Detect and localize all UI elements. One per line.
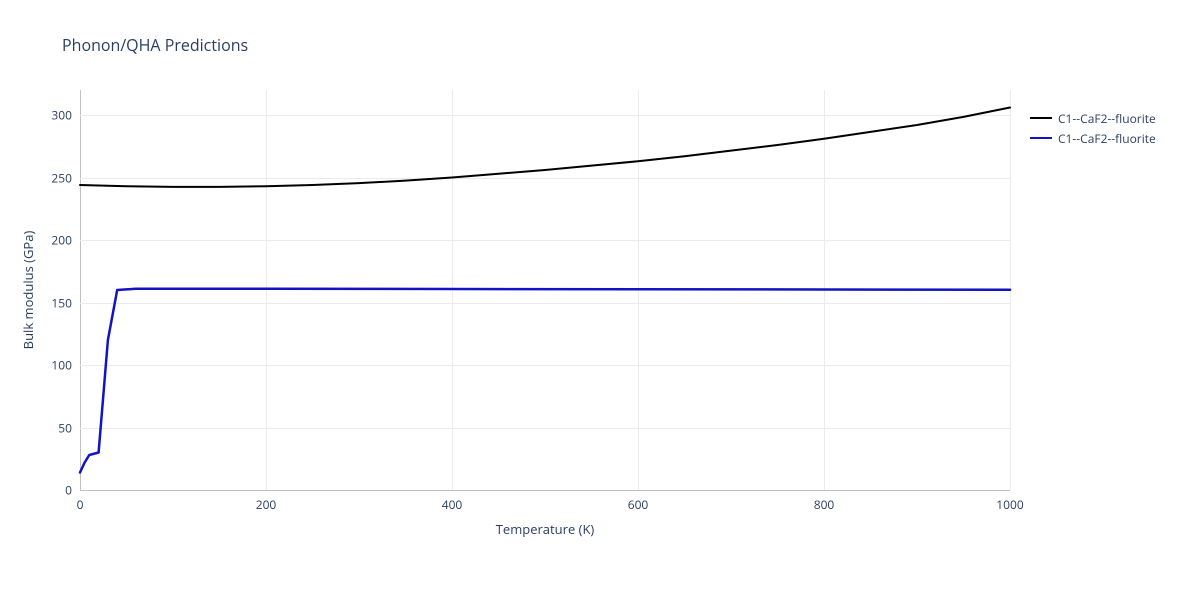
chart-root: Phonon/QHA Predictions Temperature (K) B…	[0, 0, 1200, 600]
series-line-1[interactable]	[80, 289, 1010, 473]
series-line-0[interactable]	[80, 108, 1010, 187]
series-layer	[0, 0, 1200, 600]
